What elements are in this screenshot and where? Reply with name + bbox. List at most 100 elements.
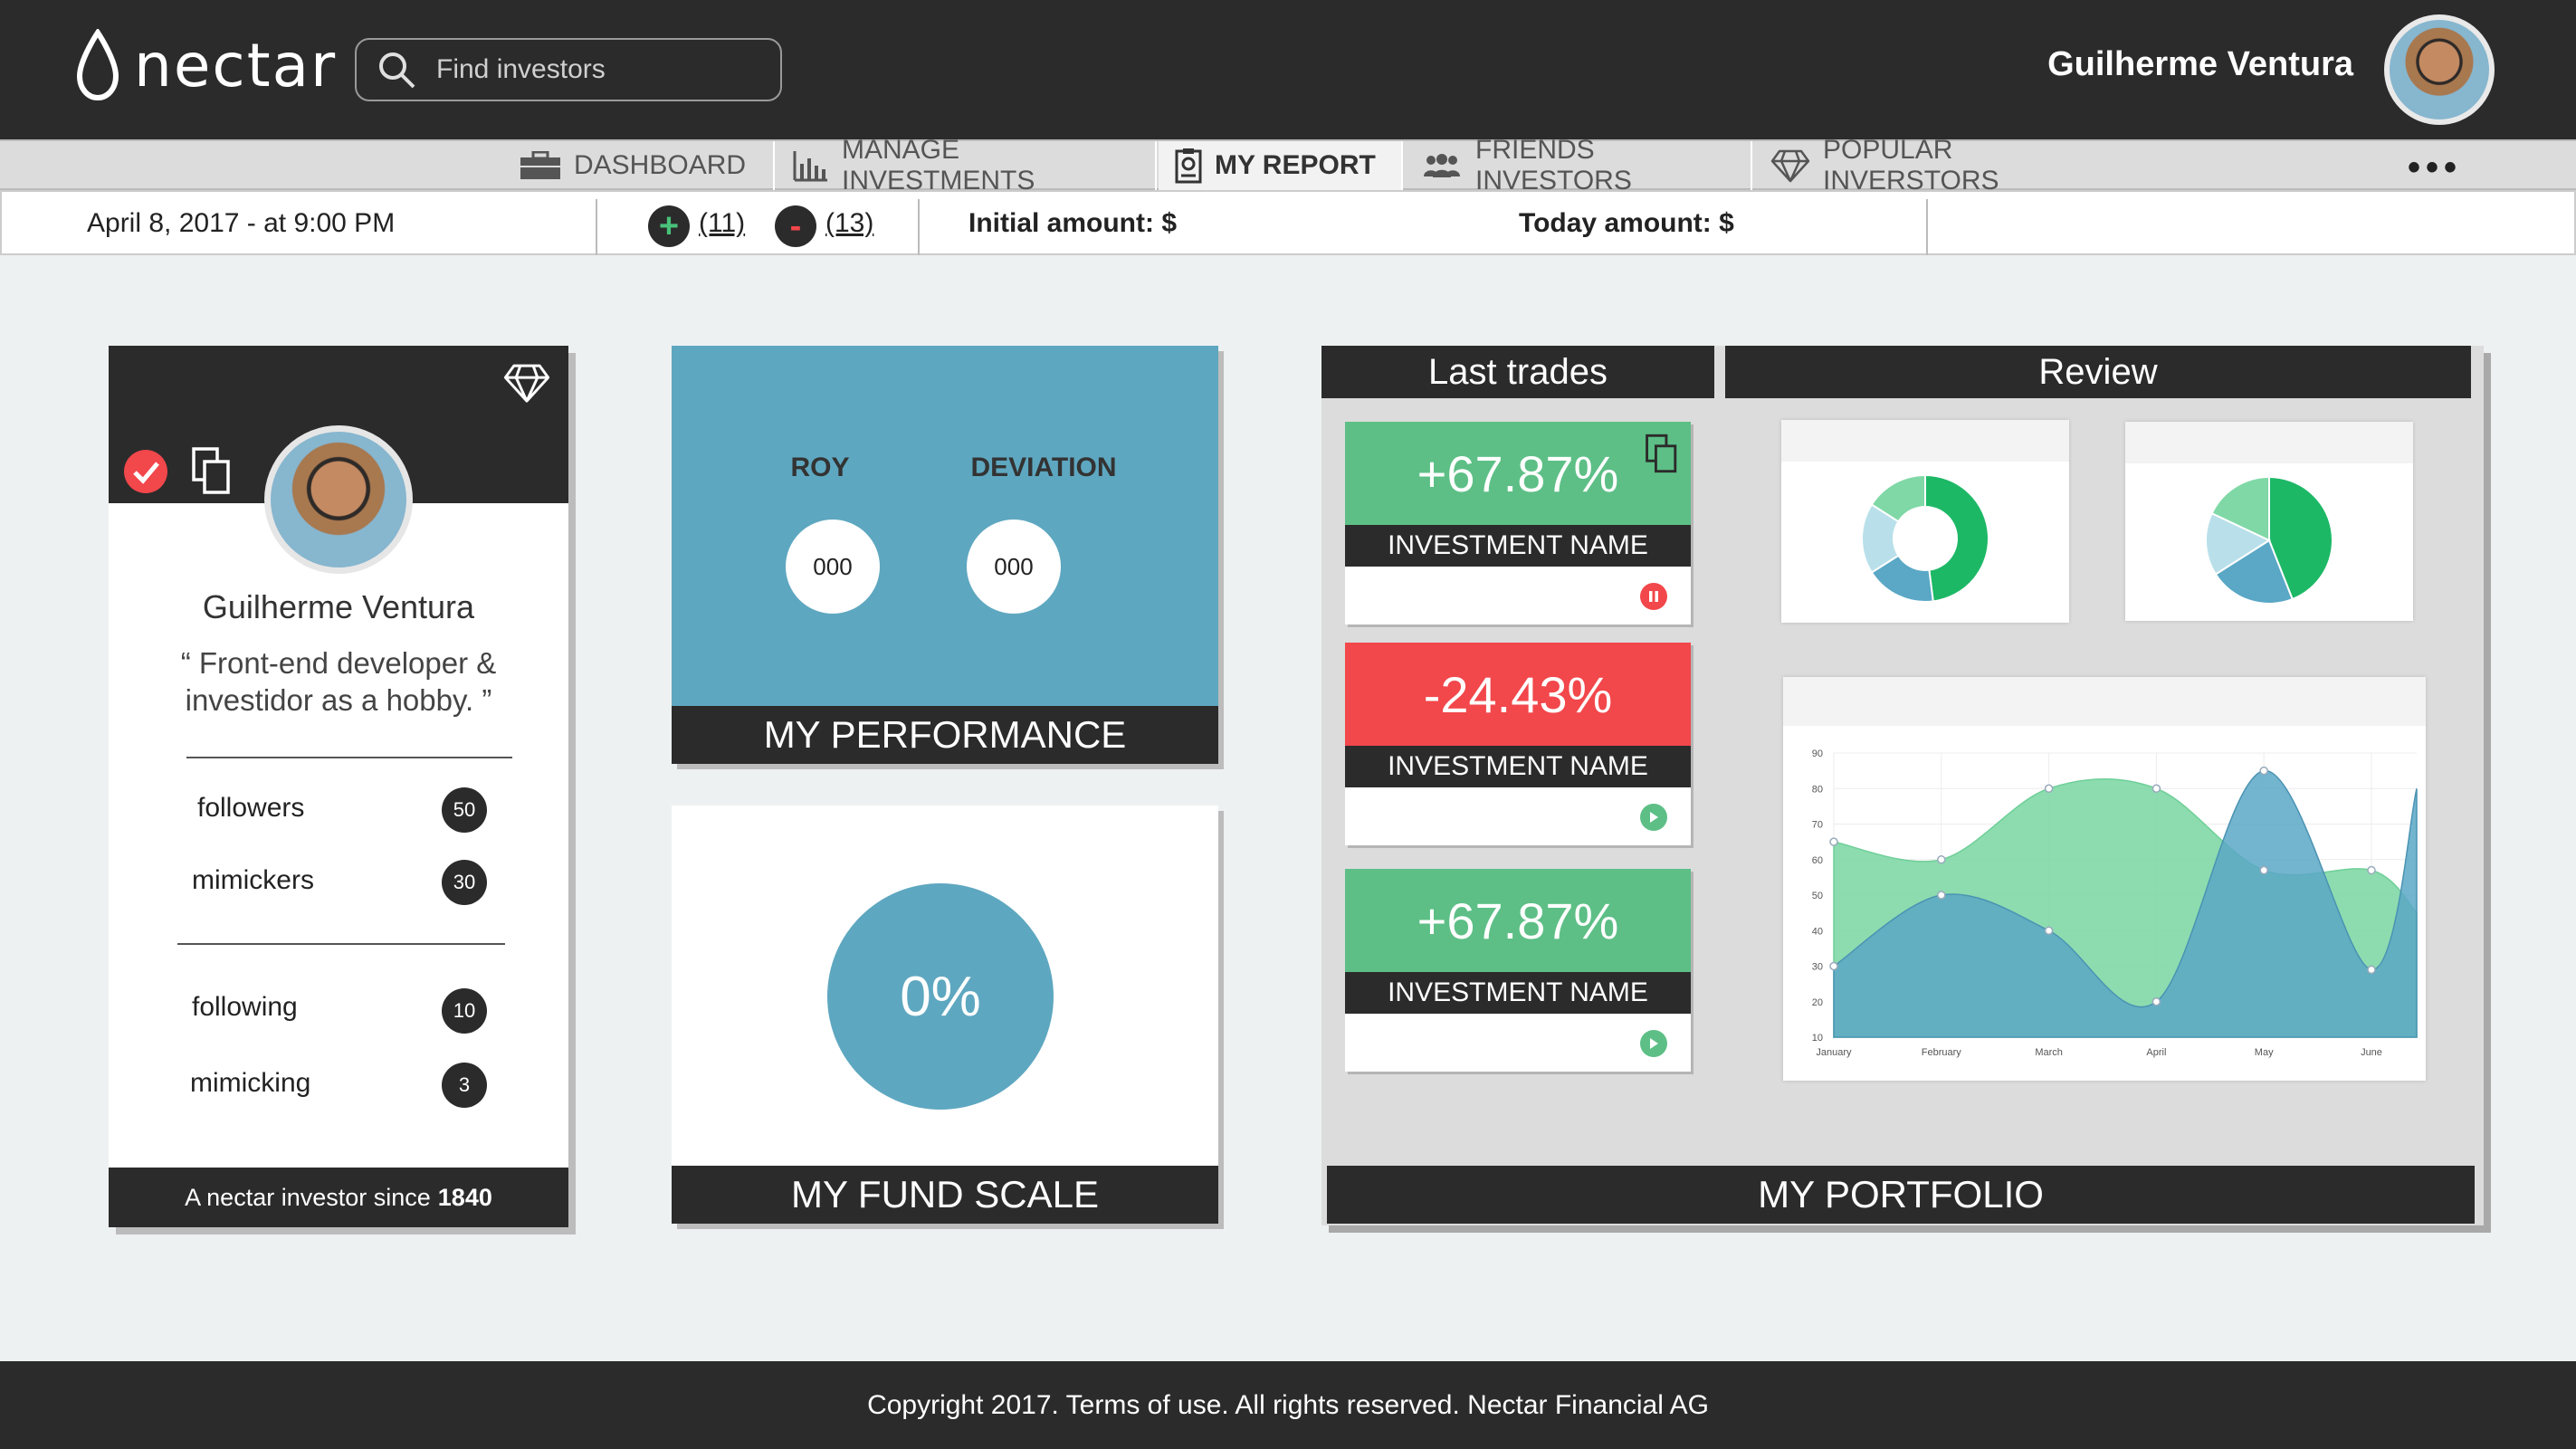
user-name[interactable]: Guilherme Ventura xyxy=(2047,45,2353,83)
review-title: Review xyxy=(1725,346,2471,398)
profile-name: Guilherme Ventura xyxy=(202,588,475,625)
data-point[interactable] xyxy=(2151,997,2161,1006)
portfolio-panel: Last trades Review +67.87% INVESTMENT NA… xyxy=(1321,346,2484,1225)
data-point[interactable] xyxy=(2259,865,2268,875)
search-input[interactable] xyxy=(436,54,762,85)
more-menu-icon[interactable]: ••• xyxy=(2408,148,2463,187)
trade-card[interactable]: +67.87% INVESTMENT NAME xyxy=(1345,869,1691,1072)
tab-my-report[interactable]: MY REPORT xyxy=(1159,141,1403,190)
followers-label[interactable]: followers xyxy=(197,793,305,823)
data-point[interactable] xyxy=(1829,961,1838,971)
mimickers-label[interactable]: mimickers xyxy=(192,865,314,895)
tab-label: MY REPORT xyxy=(1215,150,1376,180)
copy-icon[interactable] xyxy=(190,445,234,496)
investor-since: A nectar investor since 1840 xyxy=(109,1168,568,1227)
roy-label: ROY xyxy=(790,453,850,482)
tab-friends-investors[interactable]: FRIENDS INVESTORS xyxy=(1405,135,1752,195)
nectar-logo[interactable]: nectar xyxy=(74,29,337,101)
trade-percentage: +67.87% xyxy=(1345,422,1691,525)
diamond-icon xyxy=(1770,149,1810,183)
user-avatar[interactable] xyxy=(2384,14,2495,125)
deviation-value: 000 xyxy=(967,520,1061,614)
data-point[interactable] xyxy=(1829,837,1838,846)
play-icon[interactable] xyxy=(1640,804,1667,831)
review-pie-card xyxy=(2125,422,2413,621)
divider xyxy=(918,199,920,255)
deviation-label: DEVIATION xyxy=(970,453,1117,482)
trade-percentage: +67.87% xyxy=(1345,869,1691,972)
y-tick-label: 70 xyxy=(1812,820,1823,831)
tab-label: FRIENDS INVESTORS xyxy=(1475,135,1632,195)
people-icon xyxy=(1424,154,1460,177)
play-icon[interactable] xyxy=(1640,1030,1667,1057)
plus-count-link[interactable]: (11) xyxy=(699,208,746,238)
y-tick-label: 80 xyxy=(1812,784,1823,795)
search-box[interactable] xyxy=(355,38,782,101)
pie-slice-0 xyxy=(2268,475,2333,601)
y-tick-label: 20 xyxy=(1812,997,1823,1008)
divider xyxy=(177,943,505,945)
report-icon xyxy=(1175,148,1202,184)
roy-value: 000 xyxy=(786,520,880,614)
profile-card: Guilherme Ventura “ Front-end developer … xyxy=(109,346,568,1227)
followers-count: 50 xyxy=(442,787,487,833)
data-point[interactable] xyxy=(2367,965,2376,975)
y-tick-label: 40 xyxy=(1812,926,1823,937)
x-tick-label: April xyxy=(2146,1047,2166,1058)
page-footer: Copyright 2017. Terms of use. All rights… xyxy=(0,1361,2576,1449)
divider xyxy=(596,199,597,255)
y-tick-label: 90 xyxy=(1812,748,1823,759)
performance-title: MY PERFORMANCE xyxy=(672,706,1218,764)
trade-card[interactable]: -24.43% INVESTMENT NAME xyxy=(1345,643,1691,845)
pie-slice-3 xyxy=(2210,475,2270,542)
tab-label: DASHBOARD xyxy=(574,150,747,180)
mimicking-count: 3 xyxy=(442,1063,487,1108)
data-point[interactable] xyxy=(2367,865,2376,875)
initial-amount: Initial amount: $ xyxy=(968,208,1178,238)
card-strip xyxy=(1781,420,2069,462)
card-strip xyxy=(2125,422,2413,463)
mimicking-label[interactable]: mimicking xyxy=(190,1068,311,1098)
report-info-bar: April 8, 2017 - at 9:00 PM + (11) - (13)… xyxy=(0,190,2576,255)
pie-chart xyxy=(2205,475,2333,605)
divider xyxy=(186,757,512,758)
profile-bio: “ Front-end developer & investidor as a … xyxy=(180,646,497,717)
y-tick-label: 60 xyxy=(1812,855,1823,866)
following-label[interactable]: following xyxy=(192,992,298,1022)
verified-check-icon xyxy=(124,450,167,493)
drop-icon xyxy=(76,29,119,101)
pause-icon[interactable] xyxy=(1640,583,1667,610)
data-point[interactable] xyxy=(2151,784,2161,793)
nav-tabs: DASHBOARD MANAGE INVESTMENTS MY REPORT F… xyxy=(0,135,2576,195)
data-point[interactable] xyxy=(2044,784,2054,793)
review-donut-card xyxy=(1781,420,2069,623)
minus-count-link[interactable]: (13) xyxy=(825,208,874,238)
tab-manage-investments[interactable]: MANAGE INVESTMENTS xyxy=(777,135,1157,195)
report-date: April 8, 2017 - at 9:00 PM xyxy=(87,208,396,238)
copy-icon[interactable] xyxy=(1644,433,1680,474)
fund-scale-card: 0% MY FUND SCALE xyxy=(672,806,1218,1224)
profile-avatar xyxy=(264,425,413,574)
x-tick-label: January xyxy=(1816,1047,1852,1058)
plus-icon[interactable]: + xyxy=(648,205,690,247)
minus-icon[interactable]: - xyxy=(775,205,816,247)
performance-card: ROY DEVIATION 000 000 MY PERFORMANCE xyxy=(672,346,1218,764)
data-point[interactable] xyxy=(2044,926,2054,935)
area-chart-card: 10 20 30 40 50 60 70 80 90 January February March Ap… xyxy=(1783,677,2426,1081)
investment-name: INVESTMENT NAME xyxy=(1345,972,1691,1014)
tab-popular-investors[interactable]: POPULAR INVERSTORS xyxy=(1754,135,2134,195)
pie-slice-2 xyxy=(2205,511,2272,576)
y-tick-label: 50 xyxy=(1812,891,1823,901)
data-point[interactable] xyxy=(2259,766,2268,776)
since-prefix: A nectar investor since xyxy=(185,1183,431,1211)
chart-header-strip xyxy=(1783,677,2426,726)
tab-dashboard[interactable]: DASHBOARD xyxy=(503,141,775,190)
data-point[interactable] xyxy=(1937,891,1946,900)
data-point[interactable] xyxy=(1937,855,1946,864)
divider xyxy=(1926,199,1928,255)
x-tick-label: March xyxy=(2035,1047,2063,1058)
donut-chart xyxy=(1861,473,1989,603)
trade-card[interactable]: +67.87% INVESTMENT NAME xyxy=(1345,422,1691,624)
donut-hole xyxy=(1893,506,1958,571)
tab-label: POPULAR INVERSTORS xyxy=(1823,135,1999,195)
